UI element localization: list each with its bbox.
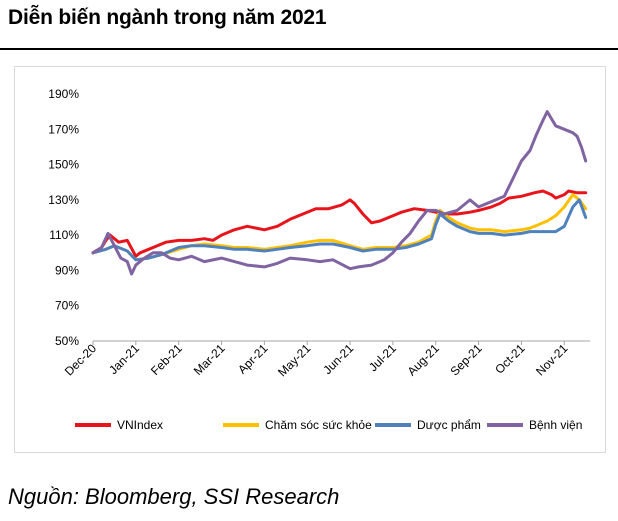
x-tick-label: Mar-21	[191, 341, 228, 378]
legend-label: Bệnh viện	[529, 418, 582, 432]
x-tick-label: Aug-21	[405, 341, 442, 378]
y-tick-label: 70%	[55, 299, 79, 313]
line-chart: 50%70%90%110%130%150%170%190%Dec-20 Jan-2…	[48, 87, 590, 432]
chart-title: Diễn biến ngành trong năm 2021	[8, 6, 327, 29]
y-tick-label: 190%	[48, 87, 79, 101]
legend-label: Dược phẩm	[417, 418, 481, 432]
x-tick-label: Feb-21	[148, 341, 185, 378]
series-line-vnindex	[91, 189, 588, 258]
y-tick-label: 170%	[48, 122, 79, 136]
series-line-dược-phẩm	[91, 198, 588, 262]
legend-label: Chăm sóc sức khỏe	[265, 418, 372, 432]
x-tick-label: Jul-21	[366, 341, 399, 374]
legend-label: VNIndex	[117, 418, 163, 432]
y-tick-label: 130%	[48, 193, 79, 207]
x-tick-label: Apr-21	[235, 341, 271, 377]
chart-panel: 50% 70% 90% 110% 130% 150% 170% 190% Dec-20 Jan-2…	[14, 66, 606, 453]
source-note: Nguồn: Bloomberg, SSI Research	[8, 484, 340, 509]
x-tick-label: May-21	[275, 341, 313, 379]
x-tick-label: Jun-21	[320, 341, 356, 377]
x-tick-label: Jan-21	[106, 341, 142, 377]
x-tick-label: Oct-21	[492, 341, 528, 377]
x-tick-label: Nov-21	[533, 341, 570, 378]
y-tick-label: 50%	[55, 334, 79, 348]
series-line-chăm-sóc-sức-khỏe	[91, 193, 588, 262]
y-tick-label: 110%	[49, 228, 79, 242]
title-divider	[0, 48, 618, 50]
x-tick-label: Sep-21	[447, 341, 484, 378]
y-tick-label: 90%	[55, 263, 79, 277]
series-line-bệnh-viện	[91, 110, 588, 276]
y-tick-label: 150%	[48, 158, 79, 172]
